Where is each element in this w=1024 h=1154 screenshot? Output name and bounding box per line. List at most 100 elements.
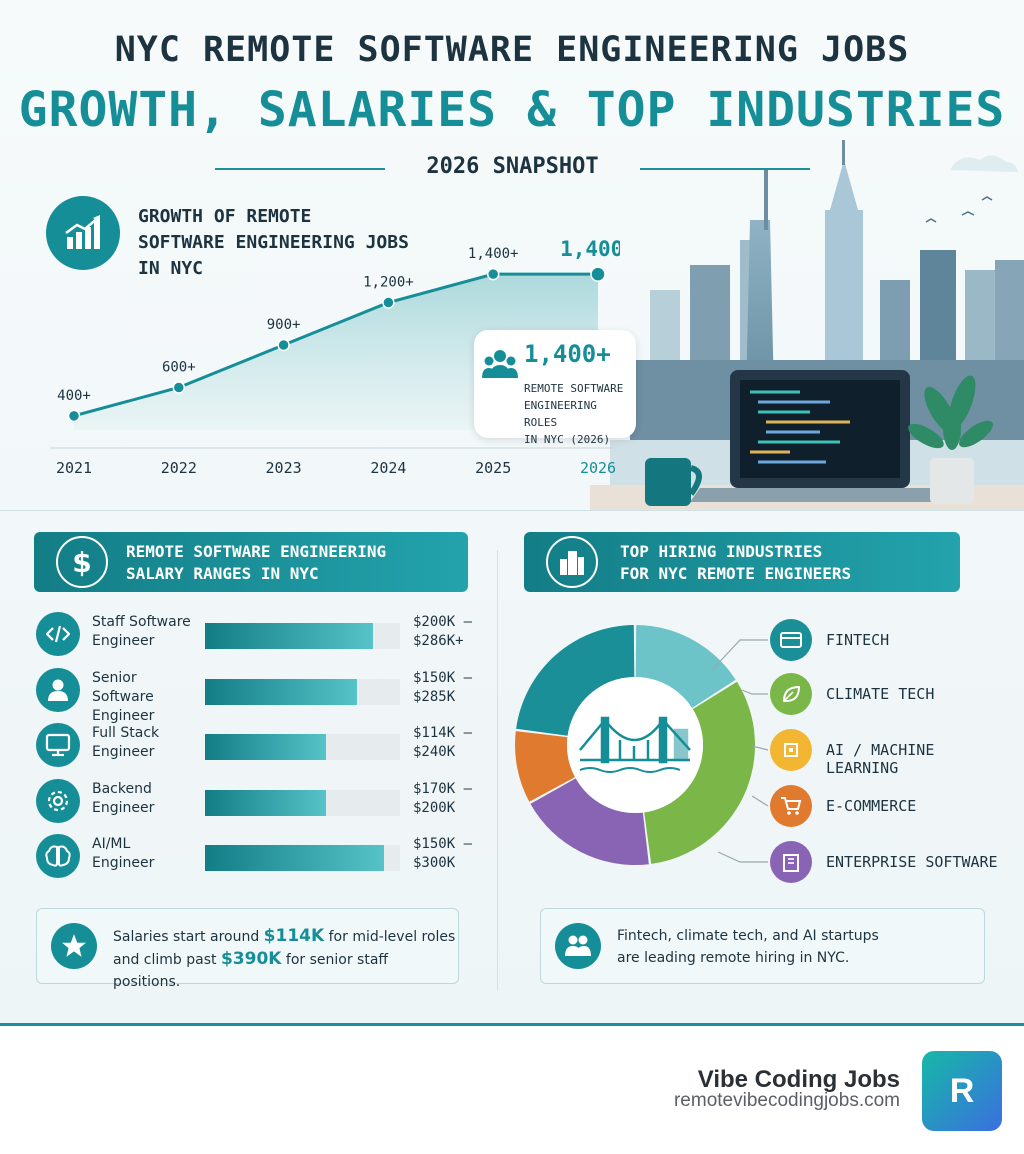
bridge-icon — [579, 716, 691, 773]
legend-connectors — [712, 639, 769, 863]
industry-label: FINTECH — [826, 631, 890, 649]
data-label: 900+ — [267, 317, 301, 333]
salary-bar-track — [205, 845, 400, 871]
snapshot-heading: 2026 SNAPSHOT — [215, 154, 810, 184]
industry-item: CLIMATE TECH — [770, 673, 1010, 715]
salary-bar-track — [205, 678, 400, 705]
section-divider — [0, 510, 1024, 511]
donut-slice — [644, 681, 755, 864]
note-text: for mid-level roles — [324, 929, 456, 945]
stat-value: 1,400+ — [524, 340, 611, 368]
role-line: Staff Software — [92, 614, 191, 630]
salary-bar — [205, 734, 326, 760]
data-point — [486, 267, 500, 281]
stat-label-line: ENGINEERING ROLES — [524, 399, 597, 429]
note-line: are leading remote hiring in NYC. — [617, 950, 850, 966]
industry-item: AI / MACHINE LEARNING — [770, 729, 1010, 777]
x-tick-label: 2021 — [56, 459, 92, 477]
range-line: $200K – — [413, 614, 473, 630]
salary-banner-title: REMOTE SOFTWARE ENGINEERING SALARY RANGE… — [126, 541, 386, 585]
user-icon — [36, 667, 80, 712]
note-highlight: $114K — [263, 926, 325, 946]
role-line: Engineer — [92, 633, 155, 649]
brand-logo[interactable]: R — [922, 1051, 1002, 1131]
range-line: $170K – — [413, 780, 473, 797]
data-point — [67, 409, 81, 423]
nyc-skyline-illustration — [590, 140, 1024, 510]
salary-range: $150K – $300K — [413, 835, 483, 873]
data-label: 600+ — [162, 360, 196, 376]
banner-line: FOR NYC REMOTE ENGINEERS — [620, 564, 852, 583]
data-label: 1,400+ — [560, 240, 620, 261]
page-headline: GROWTH, SALARIES & TOP INDUSTRIES — [18, 82, 1006, 138]
donut-slice — [635, 625, 736, 708]
growth-area-chart: 400+ 600+ 900+ 1,200+ 1,400+ 1,400+ 2021 2022 2… — [50, 240, 620, 477]
stat-label-line: IN NYC (2026) — [524, 433, 611, 446]
range-line: $285K — [413, 688, 456, 705]
salary-row: AI/ML Engineer $150K – $300K — [36, 831, 476, 881]
note-text: for senior staff positions. — [113, 952, 389, 990]
divider-left — [215, 168, 385, 170]
snapshot-label: 2026 SNAPSHOT — [426, 154, 599, 179]
people-icon — [482, 350, 518, 378]
growth-heading-line: IN NYC — [138, 258, 204, 279]
x-tick-label: 2024 — [370, 459, 406, 477]
banner-line: REMOTE SOFTWARE ENGINEERING — [126, 542, 387, 561]
industry-note-text: Fintech, climate tech, and AI startups a… — [617, 925, 879, 969]
x-tick-label: 2025 — [475, 459, 511, 477]
salary-bar — [205, 678, 358, 705]
page-title: NYC REMOTE SOFTWARE ENGINEERING JOBS — [114, 30, 910, 70]
x-tick-label: 2023 — [266, 459, 302, 477]
data-label: 1,200+ — [363, 275, 414, 291]
role-line: Engineer — [92, 855, 155, 871]
industry-label: ENTERPRISE SOFTWARE — [826, 853, 998, 871]
note-line: Fintech, climate tech, and AI startups — [617, 928, 879, 944]
salary-bar-track — [205, 789, 400, 816]
monitor-icon — [36, 723, 80, 767]
growth-heading: GROWTH OF REMOTE SOFTWARE ENGINEERING JO… — [138, 204, 438, 282]
industry-label: CLIMATE TECH — [826, 685, 935, 703]
data-point — [590, 266, 606, 282]
column-divider — [497, 550, 498, 990]
industry-note: Fintech, climate tech, and AI startups a… — [540, 908, 985, 984]
star-icon — [51, 923, 97, 969]
role-line: Engineer — [92, 744, 155, 760]
data-point — [382, 296, 395, 309]
growth-heading-line: GROWTH OF REMOTE — [138, 206, 312, 227]
stat-card: 1,400+ REMOTE SOFTWARE ENGINEERING ROLES… — [474, 330, 636, 446]
footer-url[interactable]: remotevibecodingjobs.com — [673, 1090, 900, 1111]
cart-icon — [770, 785, 812, 827]
range-line: $300K — [413, 855, 456, 871]
donut-slice — [515, 731, 576, 802]
growth-line — [73, 272, 598, 418]
code-icon — [36, 612, 80, 656]
salary-range: $150K – $285K — [413, 669, 483, 707]
x-tick-label: 2026 — [580, 459, 616, 477]
dollar-icon: $ — [56, 536, 108, 588]
growth-heading-line: SOFTWARE ENGINEERING JOBS — [138, 232, 409, 253]
data-label: 400+ — [57, 388, 91, 404]
salary-bar — [205, 623, 373, 649]
salary-range: $114K – $240K — [413, 724, 483, 762]
industry-banner-title: TOP HIRING INDUSTRIES FOR NYC REMOTE ENG… — [620, 541, 851, 585]
salary-bar — [205, 845, 385, 871]
data-point — [172, 381, 186, 394]
salary-role-name: Backend Engineer — [92, 780, 202, 818]
donut-slice — [516, 625, 635, 736]
salary-role-name: Full Stack Engineer — [92, 724, 202, 762]
salary-role-name: Senior Software Engineer — [92, 669, 202, 726]
chip-icon — [770, 729, 812, 771]
salary-bar — [205, 789, 326, 816]
gear-icon — [36, 778, 80, 823]
salary-range: $170K – $200K — [413, 780, 483, 818]
note-highlight: $390K — [220, 949, 282, 969]
buildings-icon — [546, 536, 598, 588]
industry-item: E-COMMERCE — [770, 785, 1010, 827]
salary-row: Full Stack Engineer $114K – $240K — [36, 720, 476, 770]
role-line: AI/ML — [92, 836, 131, 852]
role-line: Engineer — [92, 799, 155, 816]
salary-note: Salaries start around $114K for mid-leve… — [36, 908, 459, 990]
range-line: $114K – — [413, 725, 473, 741]
salary-row: Backend Engineer $170K – $200K — [36, 776, 476, 826]
team-icon — [555, 923, 601, 969]
